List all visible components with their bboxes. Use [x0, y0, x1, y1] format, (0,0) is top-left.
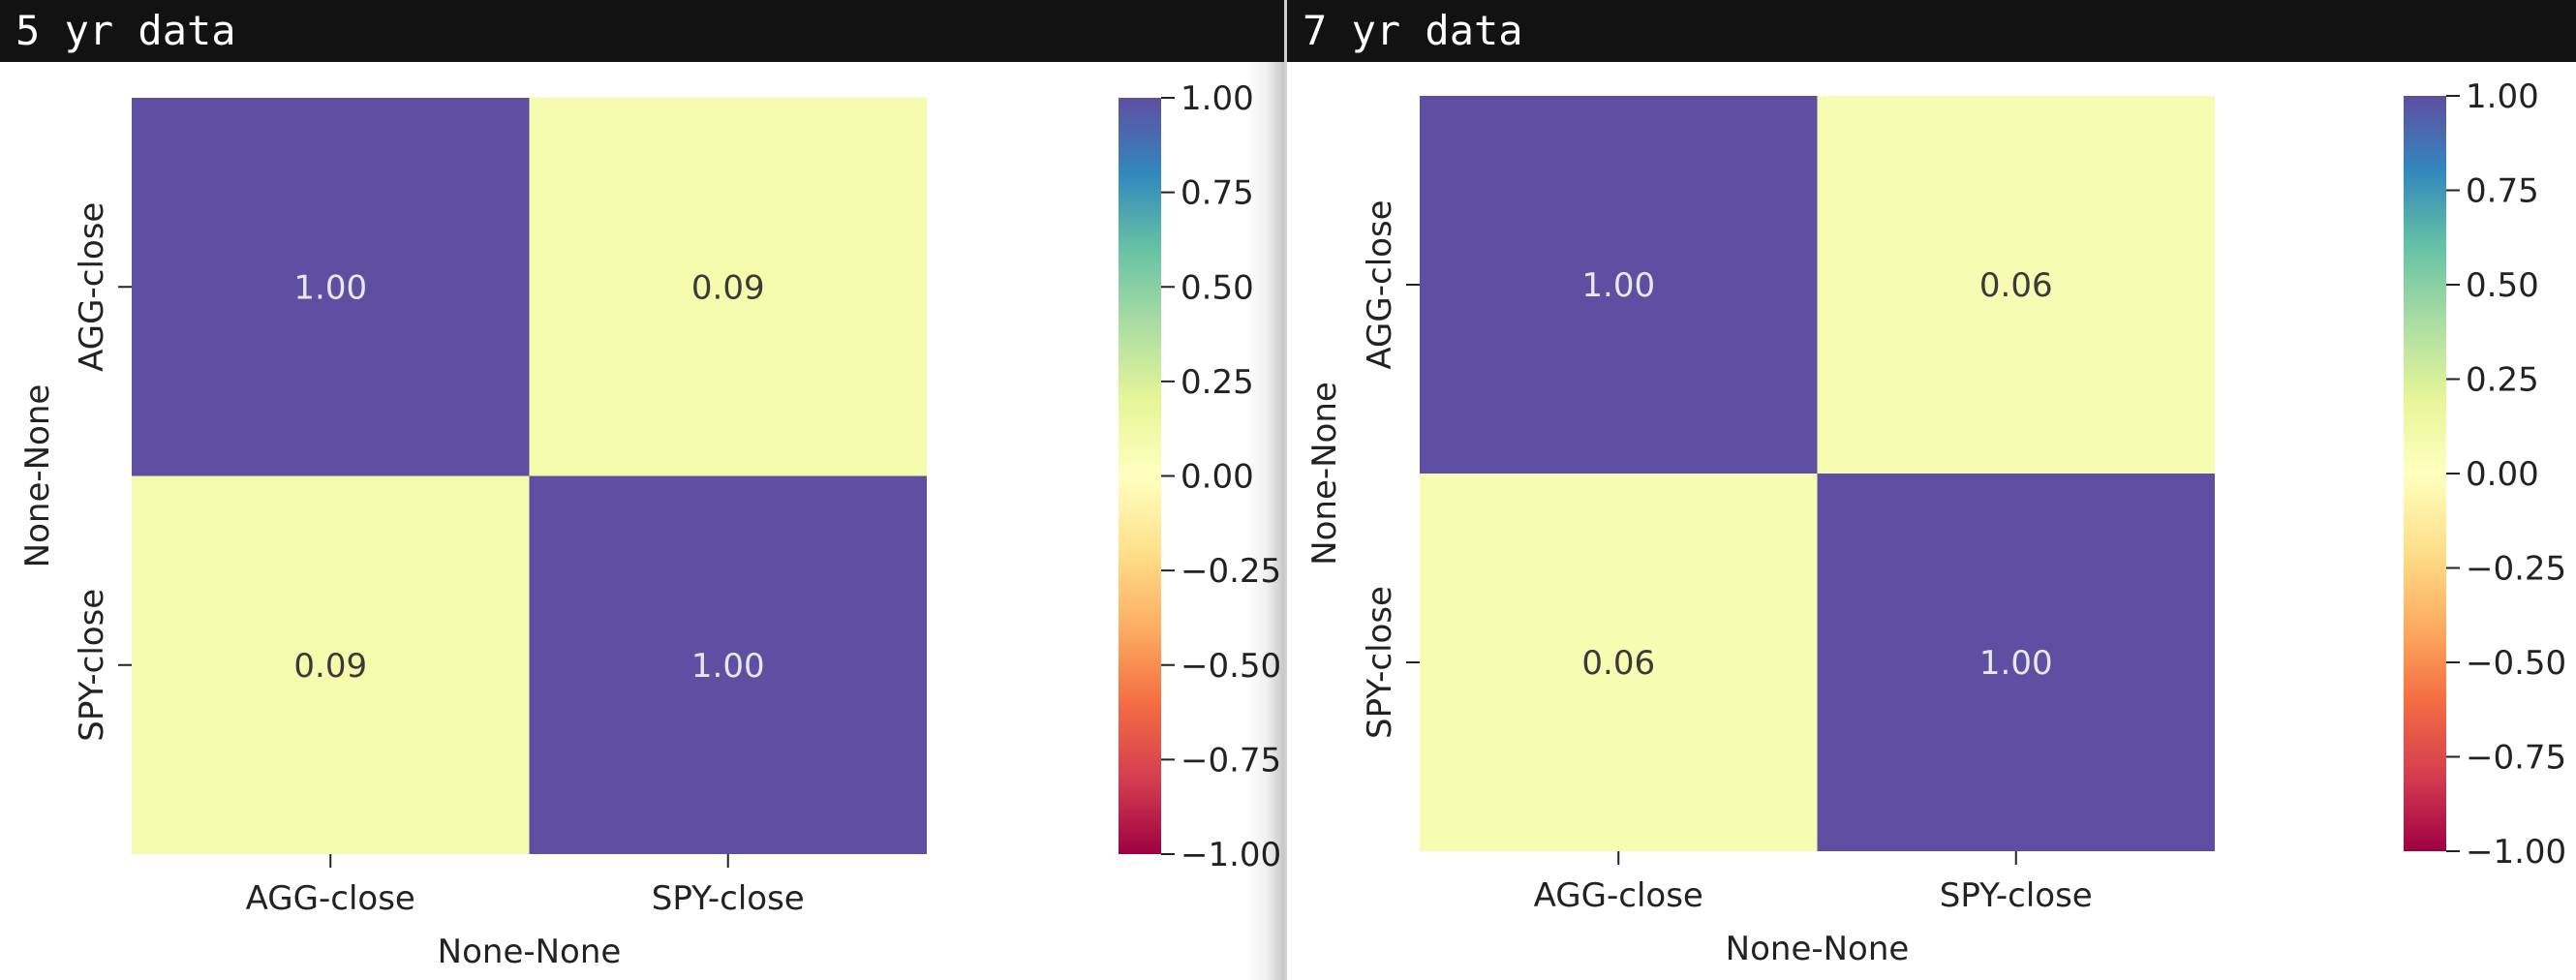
x-tick-label: SPY-close	[1940, 876, 2093, 915]
cell-value-label: 1.00	[691, 647, 765, 686]
cell-value-label: 0.09	[691, 268, 765, 307]
x-tick-label: SPY-close	[652, 879, 805, 918]
colorbar-tick-label: −1.00	[1181, 836, 1281, 874]
colorbar-tick-label: 0.75	[1181, 174, 1254, 213]
x-axis-label: None-None	[438, 933, 622, 971]
cell-value-label: 1.00	[1581, 266, 1655, 305]
cell-value-label: 0.06	[1581, 644, 1655, 683]
cell-value-label: 0.06	[1979, 266, 2053, 305]
x-axis-label: None-None	[1726, 930, 1910, 968]
colorbar-tick-label: 1.00	[1181, 79, 1254, 118]
heatmap-chart: 1.00 0.09 0.09 1.00 AGG-close SPY-close None-N…	[18, 79, 1281, 971]
y-tick-label: SPY-close	[73, 589, 111, 742]
colorbar	[2404, 96, 2446, 851]
colorbar-tick-label: −0.25	[1181, 552, 1281, 591]
panel-title: 5 yr data	[0, 0, 1284, 62]
colorbar-tick-label: 0.25	[1181, 363, 1254, 402]
heatmap-chart: 1.00 0.06 0.06 1.00 AGG-close SPY-close None-N…	[1305, 77, 2566, 968]
colorbar-tick-label: 0.50	[2466, 266, 2539, 305]
y-tick-label: SPY-close	[1361, 586, 1399, 739]
heatmap-cell	[1420, 474, 1818, 851]
heatmap-cell	[1817, 474, 2215, 851]
heatmap-cell	[132, 475, 530, 854]
panel-title: 7 yr data	[1287, 0, 2576, 62]
heatmap-panel-5yr: 5 yr data 1.00 0.09 0.09 1.00 AGG-close SPY-c…	[0, 0, 1284, 980]
y-axis-label: None-None	[1305, 382, 1344, 566]
heatmap-panel-7yr: 7 yr data 1.00 0.06 0.06 1.00 AGG-close SPY-c…	[1284, 0, 2576, 980]
heatmap-cell	[529, 475, 927, 854]
colorbar-tick-label: −1.00	[2466, 833, 2566, 872]
cell-value-label: 1.00	[1979, 644, 2053, 683]
colorbar-tick-label: −0.75	[2466, 739, 2566, 778]
heatmap-cell	[1817, 96, 2215, 474]
colorbar-tick-label: 0.75	[2466, 172, 2539, 211]
y-tick-label: AGG-close	[73, 202, 111, 372]
colorbar-tick-label: 0.00	[2466, 455, 2539, 494]
heatmap-cell	[132, 98, 530, 476]
y-tick-label: AGG-close	[1361, 199, 1399, 369]
x-tick-label: AGG-close	[246, 879, 415, 918]
x-tick-label: AGG-close	[1534, 876, 1703, 915]
colorbar-tick-label: −0.50	[1181, 647, 1281, 686]
colorbar-tick-label: 0.25	[2466, 361, 2539, 400]
colorbar-tick-label: 1.00	[2466, 77, 2539, 116]
colorbar-tick-label: −0.25	[2466, 550, 2566, 589]
colorbar	[1119, 98, 1161, 854]
colorbar-tick-label: 0.50	[1181, 268, 1254, 307]
colorbar-tick-label: −0.75	[1181, 741, 1281, 780]
y-axis-label: None-None	[18, 384, 57, 568]
colorbar-tick-label: 0.00	[1181, 458, 1254, 497]
heatmap-cell	[529, 98, 927, 476]
colorbar-tick-label: −0.50	[2466, 644, 2566, 683]
heatmap-cell	[1420, 96, 1818, 474]
cell-value-label: 1.00	[293, 268, 367, 307]
cell-value-label: 0.09	[293, 647, 367, 686]
